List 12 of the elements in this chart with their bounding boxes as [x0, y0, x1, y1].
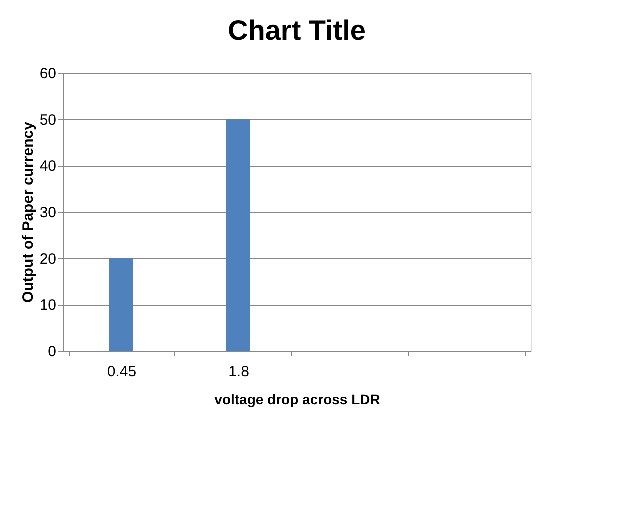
chart-title: Chart Title — [228, 15, 366, 46]
x-tick-label: 0.45 — [107, 364, 137, 380]
y-tick-label: 60 — [40, 66, 56, 82]
y-tick-label: 20 — [40, 250, 56, 268]
y-axis-title: Output of Paper currency — [20, 121, 37, 303]
x-tick-label: 1.8 — [228, 364, 250, 380]
x-axis-title: voltage drop across LDR — [214, 392, 380, 408]
y-tick-label: 50 — [40, 112, 56, 129]
y-tick-label: 10 — [40, 297, 56, 314]
y-tick-label: 30 — [40, 204, 56, 222]
y-tick-label: 40 — [40, 158, 56, 176]
y-tick-label: 0 — [48, 344, 56, 360]
